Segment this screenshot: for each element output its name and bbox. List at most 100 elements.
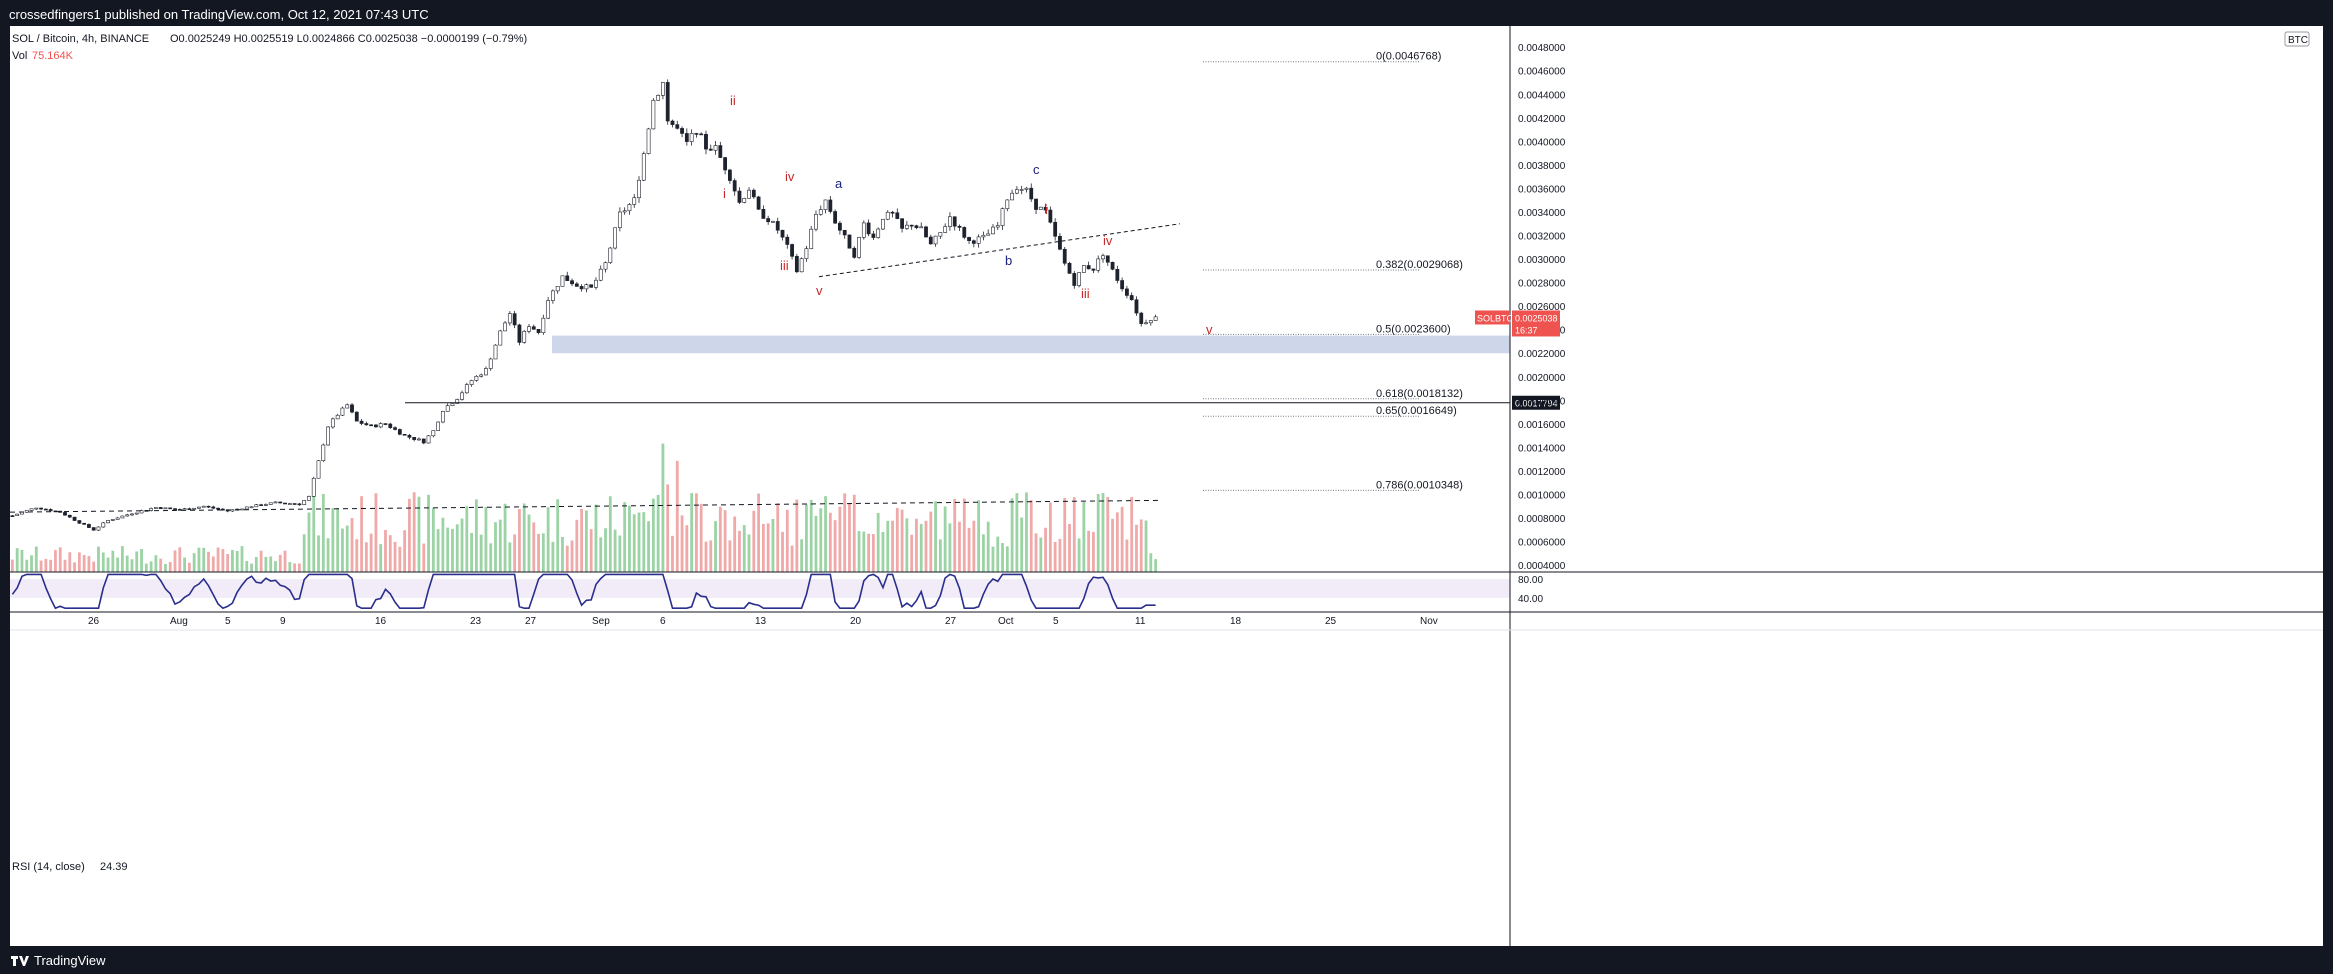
price-tick-label: 0.0048000 (1518, 43, 1566, 54)
volume-bar (709, 540, 713, 572)
candle-body (249, 506, 254, 509)
volume-bar (427, 494, 430, 572)
candle-body (417, 438, 421, 441)
price-tick-label: 0.0042000 (1518, 114, 1566, 125)
candle-body (187, 508, 192, 510)
currency-badge: BTC (2288, 35, 2308, 46)
candle-body (876, 228, 881, 238)
tradingview-logo[interactable]: TradingView (11, 953, 106, 968)
candle-body (1139, 312, 1144, 324)
candle-body (326, 426, 330, 446)
candle-body (924, 226, 928, 238)
volume-bar (1106, 496, 1110, 572)
volume-bar (604, 528, 607, 572)
volume-bar (10, 559, 14, 572)
candle-body (240, 508, 244, 511)
candle-body (565, 275, 570, 282)
candle-body (287, 503, 292, 505)
volume-bar (364, 542, 368, 572)
volume-bar (1053, 541, 1057, 572)
volume-bar (551, 541, 555, 572)
candle-body (579, 286, 584, 290)
candle-body (957, 225, 962, 228)
volume-bar (498, 519, 502, 572)
candle-body (948, 216, 952, 227)
candle-body (885, 211, 890, 220)
time-tick-label: Oct (998, 616, 1014, 627)
candle-body (713, 145, 718, 151)
legend-vol-value: 75.164K (32, 50, 74, 62)
wave-label: b (1005, 253, 1012, 268)
candle-body (264, 504, 268, 506)
volume-bar (92, 561, 96, 572)
volume-bar (187, 562, 191, 572)
volume-bar (455, 524, 459, 572)
fib-level-label: 0.5(0.0023600) (1376, 323, 1451, 335)
volume-bar (317, 535, 320, 572)
candle-body (551, 290, 555, 301)
candle-body (555, 286, 560, 292)
candle-body (292, 503, 297, 505)
volume-bar (140, 549, 143, 572)
time-tick-label: 23 (470, 616, 482, 627)
last-price-tag (1512, 310, 1560, 337)
volume-bar (881, 532, 885, 572)
volume-bar (618, 535, 622, 572)
volume-bar (623, 502, 627, 572)
candle-body (608, 247, 613, 263)
volume-bar (484, 506, 488, 572)
candle-body (340, 407, 345, 416)
candle-body (321, 444, 326, 462)
volume-bar (1029, 500, 1033, 572)
volume-bar (1130, 497, 1134, 572)
candle-body (407, 434, 412, 438)
time-tick-label: 26 (88, 616, 100, 627)
candle-body (1029, 187, 1034, 200)
volume-bar (991, 546, 995, 572)
volume-bar (274, 561, 277, 572)
volume-bar (714, 521, 717, 572)
candle-body (1081, 265, 1086, 273)
volume-bar (422, 543, 426, 572)
candle-body (665, 82, 670, 122)
volume-bar (905, 518, 909, 572)
volume-bar (254, 556, 258, 572)
trendline-base (9, 499, 1161, 513)
volume-bar (192, 553, 196, 572)
wave-label: i (1045, 202, 1048, 217)
candle-body (1096, 258, 1101, 271)
candle-body (727, 169, 732, 181)
volume-bar (1072, 497, 1076, 572)
candle-body (780, 229, 785, 238)
time-tick-label: Sep (592, 616, 610, 627)
candle-body (670, 120, 675, 125)
volume-bar (1005, 546, 1009, 572)
price-tick-label: 0.0028000 (1518, 279, 1566, 290)
candle-body (632, 197, 637, 205)
wave-label: v (1206, 322, 1213, 337)
volume-bar (541, 533, 545, 572)
volume-bar (723, 510, 727, 572)
volume-bar (1025, 492, 1028, 572)
volume-bar (436, 529, 440, 572)
volume-bar (25, 559, 29, 572)
volume-bar (518, 509, 521, 572)
time-tick-label: 11 (1135, 616, 1146, 627)
candle-body (1115, 268, 1120, 281)
candle-body (775, 221, 780, 231)
candle-body (756, 196, 761, 210)
volume-bar (589, 529, 593, 572)
candle-body (1062, 248, 1067, 264)
candle-body (838, 222, 842, 231)
candle-body (574, 283, 579, 287)
candle-body (48, 509, 53, 512)
chart-frame[interactable]: 0(0.0046768) 0.382(0.0029068) 0.5(0.002360… (9, 26, 2323, 946)
volume-bar (895, 507, 899, 572)
candle-body (900, 218, 904, 229)
candle-body (603, 262, 608, 270)
candle-body (445, 405, 450, 412)
candle-body (991, 226, 995, 235)
candle-body (641, 153, 646, 181)
price-chart[interactable]: 0(0.0046768) 0.382(0.0029068) 0.5(0.002360… (9, 26, 2323, 946)
volume-bar (1135, 524, 1138, 572)
